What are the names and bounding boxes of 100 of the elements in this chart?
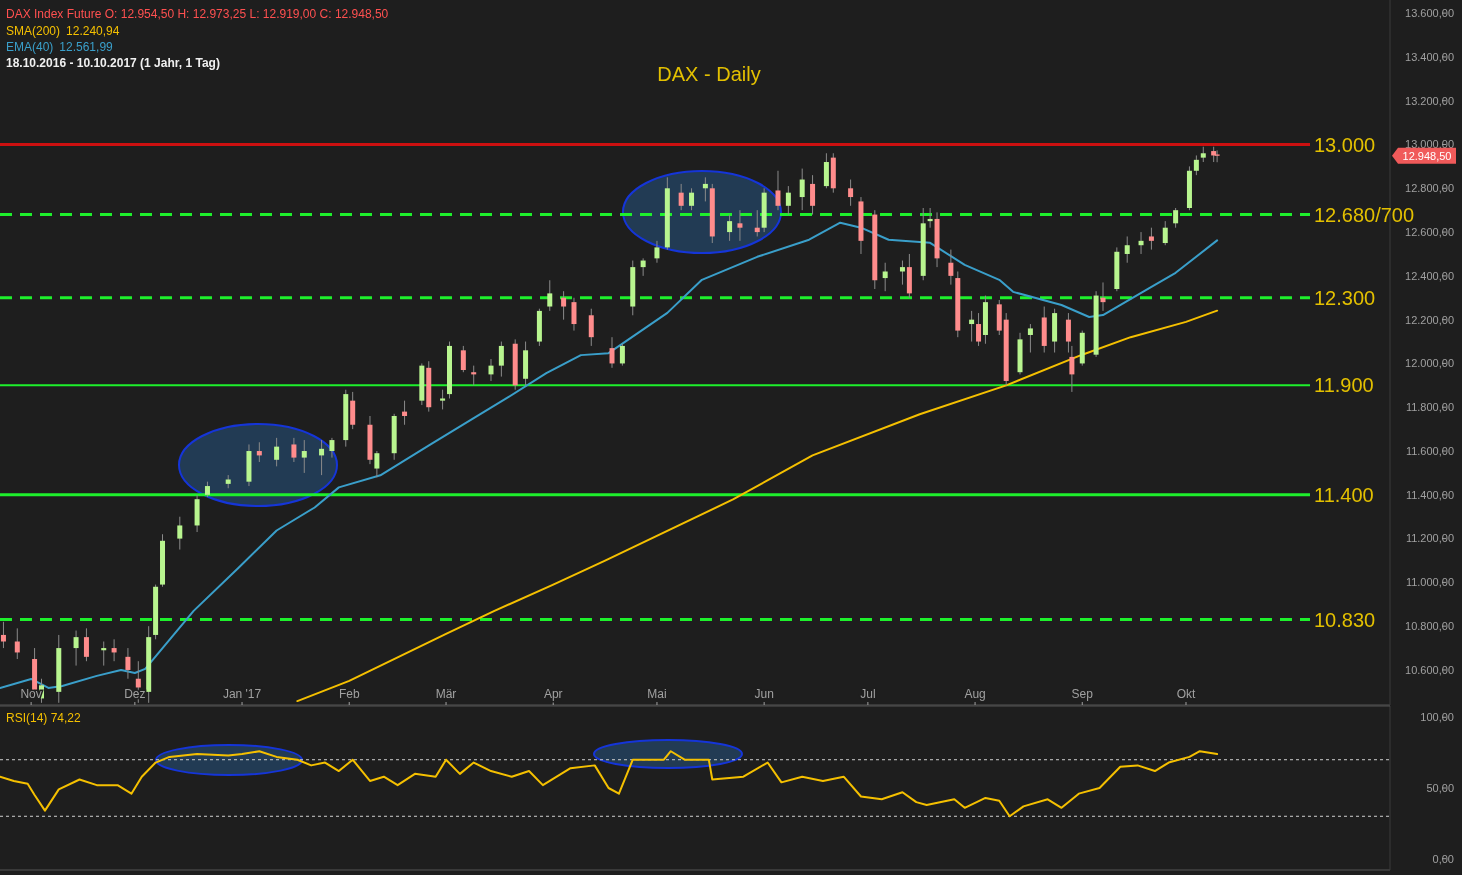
candlestick <box>101 641 107 667</box>
candlestick <box>785 185 791 216</box>
line-series <box>0 750 1219 818</box>
candlestick <box>111 638 117 662</box>
candlestick <box>619 343 625 367</box>
candlestick <box>498 341 504 378</box>
candlestick <box>678 183 684 211</box>
candlestick <box>291 437 297 463</box>
x-tick-label: Jul <box>860 687 876 701</box>
candlestick <box>301 439 307 474</box>
ref-line-label: 11.900 <box>1314 374 1374 397</box>
ref-line-label: 12.300 <box>1314 286 1376 309</box>
candlestick <box>1162 220 1168 246</box>
x-tick-label: Feb <box>338 687 360 701</box>
candlestick <box>1138 231 1144 255</box>
candlestick <box>899 260 905 286</box>
x-tick-label: Jun <box>754 687 774 701</box>
y-tick-label: 10.600,00 <box>1405 663 1454 676</box>
annotation: 18.10.2016 - 10.10.2017 (1 Jahr, 1 Tag) <box>6 56 220 70</box>
x-tick-label: Aug <box>964 687 986 701</box>
candlestick <box>737 209 743 242</box>
annotation: DAX Index Future O: 12.954,50 H: 12.973,25 L: 12.919,00 C: 12.948,50 <box>6 7 389 21</box>
ref-line-label: 11.400 <box>1314 483 1374 506</box>
candlestick <box>73 630 79 667</box>
text: RSI(14) 74,22 <box>6 711 82 725</box>
text: EMA(40) <box>6 40 54 54</box>
candlestick <box>976 312 982 347</box>
candlestick <box>609 336 615 369</box>
candlestick <box>848 179 854 207</box>
candlestick <box>1027 323 1033 353</box>
x-tick-label: Apr <box>543 687 563 701</box>
candlestick <box>754 209 760 237</box>
line-series <box>0 221 1219 689</box>
candlestick <box>882 262 888 292</box>
candlestick <box>727 214 733 242</box>
y-tick-label: 12.200,00 <box>1405 313 1454 326</box>
y-tick-label: 11.000,00 <box>1405 576 1454 589</box>
candlestick <box>488 358 494 382</box>
x-tick-label: Okt <box>1176 687 1196 701</box>
y-tick-label: 11.800,00 <box>1405 401 1454 414</box>
candlestick <box>1100 281 1106 312</box>
candlestick <box>969 310 975 343</box>
candlestick <box>0 621 6 649</box>
text: DAX - Daily <box>657 63 761 85</box>
ref-line-label: 12.680/700 <box>1314 203 1415 226</box>
y-tick-label: 11.600,00 <box>1405 444 1454 457</box>
y-tick-label: 100,00 <box>1420 711 1454 724</box>
candlestick <box>177 516 183 551</box>
candlestick <box>256 441 262 463</box>
x-tick-label: Sep <box>1071 687 1094 701</box>
candlestick <box>799 168 805 211</box>
candlestick <box>927 207 933 229</box>
candlestick <box>125 647 131 680</box>
y-tick-label: 11.400,00 <box>1405 488 1454 501</box>
y-tick-label: 12.000,00 <box>1405 357 1454 370</box>
candlestick <box>1065 312 1071 353</box>
candlestick <box>948 249 954 286</box>
candlestick <box>402 400 408 426</box>
annotation: 12.561,99 <box>59 40 114 54</box>
candlestick <box>1148 227 1154 251</box>
y-tick-label: 13.400,00 <box>1405 50 1454 63</box>
ref-line-label: 13.000 <box>1314 133 1376 156</box>
candlestick <box>1214 149 1220 163</box>
candlestick <box>547 279 553 312</box>
candlestick <box>319 439 325 476</box>
y-tick-label: 13.000,00 <box>1405 138 1454 151</box>
candlestick <box>460 345 466 373</box>
candlestick <box>329 437 335 459</box>
text: 12.948,50 <box>1402 149 1452 162</box>
candlestick <box>1124 235 1130 264</box>
candlestick <box>654 240 660 264</box>
candlestick <box>561 290 567 321</box>
line-series <box>296 309 1219 703</box>
candlestick <box>471 365 477 386</box>
candlestick <box>374 450 380 478</box>
y-tick-label: 12.800,00 <box>1405 182 1454 195</box>
candlestick <box>702 176 708 202</box>
candlestick <box>1173 207 1179 229</box>
candlestick <box>440 389 446 410</box>
y-tick-label: 10.800,00 <box>1405 620 1454 633</box>
candlestick <box>810 174 816 216</box>
x-tick-label: Mär <box>435 687 457 701</box>
candlestick <box>1193 154 1199 176</box>
x-tick-label: Mai <box>647 687 667 701</box>
candlestick <box>1069 345 1075 393</box>
y-tick-label: 11.200,00 <box>1405 532 1454 545</box>
candlestick <box>274 437 280 467</box>
candlestick <box>689 187 695 211</box>
y-tick-label: 50,00 <box>1426 781 1454 794</box>
candlestick <box>640 257 646 277</box>
y-tick-label: 0,00 <box>1432 852 1454 865</box>
candlestick <box>588 308 594 347</box>
y-tick-label: 12.600,00 <box>1405 225 1454 238</box>
y-tick-label: 13.200,00 <box>1405 94 1454 107</box>
candlestick <box>83 627 89 662</box>
candlestick <box>14 627 20 660</box>
candlestick <box>571 297 577 332</box>
candlestick <box>775 170 781 211</box>
annotation: 12.240,94 <box>66 24 120 38</box>
y-tick-label: 12.400,00 <box>1405 269 1454 282</box>
